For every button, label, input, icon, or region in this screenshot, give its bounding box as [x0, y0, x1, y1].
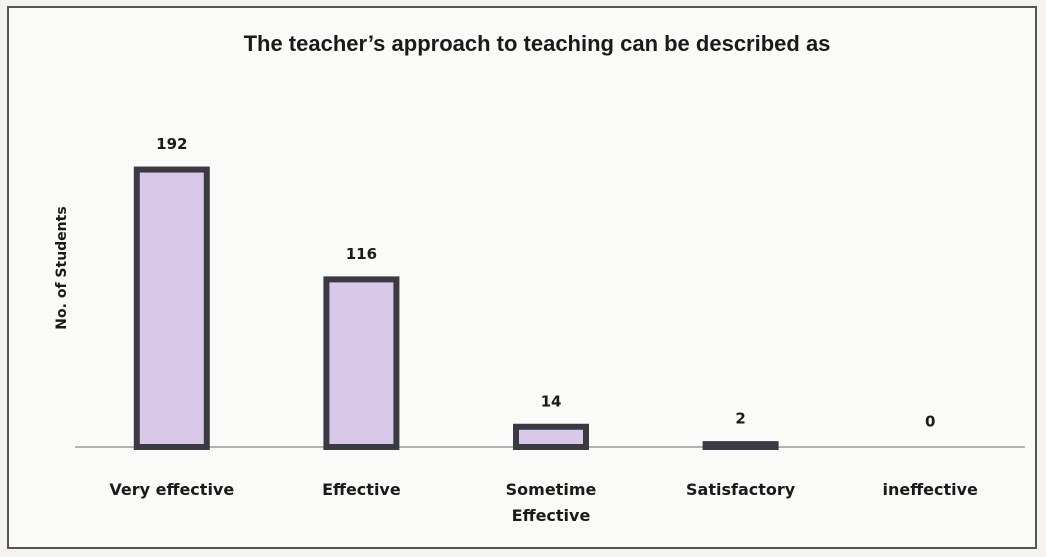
- x-tick-label: Very effective: [109, 480, 235, 499]
- x-tick-label: Satisfactory: [686, 480, 796, 499]
- data-label: 192: [156, 135, 187, 153]
- bar: [323, 276, 400, 450]
- data-label: 0: [925, 413, 935, 431]
- data-label: 14: [541, 392, 562, 410]
- bar: [133, 166, 210, 450]
- x-tick-label: ineffective: [882, 480, 978, 499]
- y-axis-label: No. of Students: [54, 206, 70, 329]
- x-tick-label: Effective: [322, 480, 401, 499]
- bar: [513, 423, 589, 450]
- data-label: 2: [735, 410, 745, 428]
- x-tick-label: Sometime Effective: [505, 480, 597, 525]
- chart-title: The teacher’s approach to teaching can b…: [244, 31, 831, 56]
- data-label: 116: [346, 245, 377, 263]
- bar: [702, 441, 779, 450]
